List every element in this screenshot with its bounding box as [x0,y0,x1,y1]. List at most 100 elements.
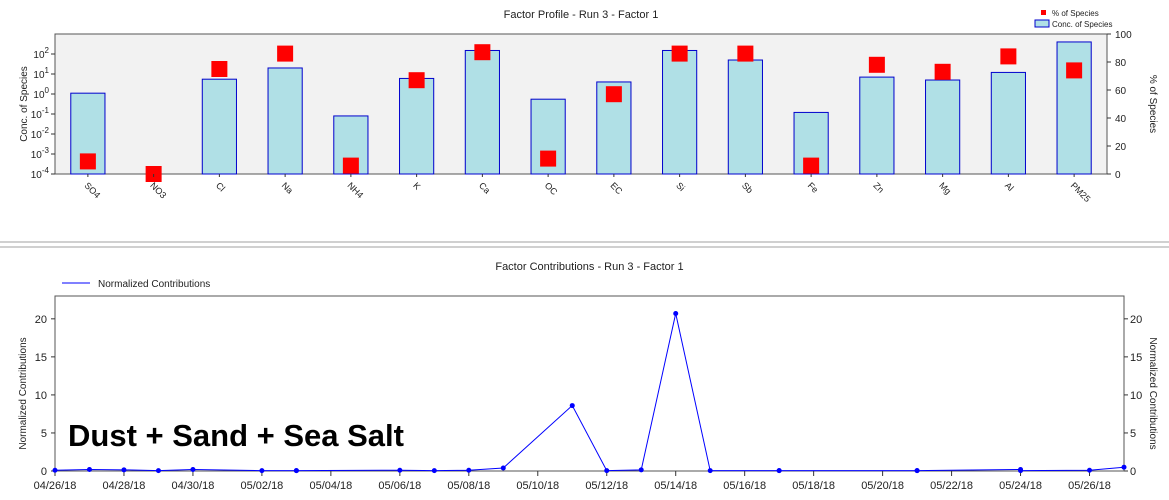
x-tick-label: 05/04/18 [309,480,352,492]
contribution-point [190,466,196,472]
y2-tick-label: 0 [1115,170,1121,181]
x-tick-label: Ca [477,180,492,195]
x-tick-label: Zn [871,180,886,195]
x-tick-label: Na [280,180,295,195]
percent-marker [868,56,885,73]
bar [267,67,303,175]
y2-tick-label: 20 [1115,142,1127,153]
percent-marker [671,45,688,62]
chart-title: Factor Contributions - Run 3 - Factor 1 [495,261,683,273]
percent-marker [934,63,951,80]
x-tick-label: 05/22/18 [930,480,973,492]
y2-tick-label: 100 [1115,30,1132,41]
contribution-point [914,468,920,474]
bar [990,71,1026,175]
x-tick-label: 05/06/18 [378,480,421,492]
x-tick-label: 05/26/18 [1068,480,1111,492]
x-tick-label: 04/30/18 [172,480,215,492]
contribution-point [397,467,403,473]
contribution-point [776,468,782,474]
x-tick-label: 05/10/18 [516,480,559,492]
y-tick-label: 15 [35,352,47,364]
x-tick-label: 04/26/18 [34,480,77,492]
x-tick-label: 05/24/18 [999,480,1042,492]
x-tick-label: 04/28/18 [103,480,146,492]
legend-marker-label: % of Species [1052,9,1099,18]
bar [925,79,961,175]
contribution-point [707,468,713,474]
y2-axis-label: Normalized Contributions [1147,337,1158,449]
x-tick-label: 05/18/18 [792,480,835,492]
y-tick-label: 101 [33,66,49,81]
contribution-point [500,465,506,471]
bar [464,49,500,175]
percent-marker [540,150,557,167]
contribution-point [293,468,299,474]
chart-title: Factor Profile - Run 3 - Factor 1 [504,9,659,21]
y-tick-label: 10-4 [31,166,50,181]
contribution-point [569,403,575,409]
y-axis-label: Normalized Contributions [18,337,29,449]
legend-marker-swatch [1041,10,1046,15]
x-tick-label: EC [608,180,624,196]
x-tick-label: 05/14/18 [654,480,697,492]
x-tick-label: Mg [937,180,953,196]
y-tick-label: 10 [35,390,47,402]
y2-tick-label: 20 [1130,314,1142,326]
contribution-point [1087,467,1093,473]
contribution-point [121,467,127,473]
contribution-point [1121,464,1127,470]
factor-contributions-panel: Factor Contributions - Run 3 - Factor 1 0… [0,252,1169,500]
contribution-point [466,467,472,473]
y2-tick-label: 80 [1115,58,1127,69]
y2-axis-label: % of Species [1147,75,1158,133]
bar [399,77,435,175]
bar [727,59,763,175]
x-tick-label: OC [543,180,560,197]
x-tick-label: Cl [214,180,227,193]
x-tick-label: Si [674,180,687,193]
plot-area [54,295,1125,472]
x-tick-label: Al [1003,180,1016,193]
percent-marker [1066,62,1083,79]
x-tick-label: 05/08/18 [447,480,490,492]
factor-profile-chart: Factor Profile - Run 3 - Factor 1 10-4 10-… [19,9,1158,204]
x-tick-label: 05/12/18 [585,480,628,492]
x-tick-label: 05/20/18 [861,480,904,492]
percent-marker [803,157,820,174]
y2-tick-label: 0 [1130,466,1136,478]
contribution-line [54,313,1125,472]
contribution-point [86,466,92,472]
y-tick-label: 100 [33,86,49,101]
y2-tick-label: 40 [1115,114,1127,125]
y2-tick-label: 5 [1130,428,1136,440]
legend-bar-swatch [1034,19,1050,28]
percent-marker [408,72,425,89]
percent-marker [277,45,294,62]
legend-line-label: Normalized Contributions [98,279,210,290]
y-tick-label: 10-2 [31,126,50,141]
contribution-point [259,468,265,474]
y-tick-label: 10-1 [31,106,50,121]
contribution-point [638,467,644,473]
x-tick-label: Sb [740,180,755,195]
y-tick-label: 5 [41,428,47,440]
factor-contributions-chart: Factor Contributions - Run 3 - Factor 1 0… [18,261,1158,492]
panel-divider[interactable] [0,238,1169,252]
contribution-point [1018,468,1024,474]
y-tick-label: 0 [41,466,47,478]
percent-marker [1000,48,1017,65]
percent-marker [474,44,491,61]
factor-profile-panel: Factor Profile - Run 3 - Factor 1 10-4 10-… [0,0,1169,238]
percent-marker [79,153,96,170]
y2-tick-label: 10 [1130,390,1142,402]
x-tick-label: NH4 [345,180,365,200]
percent-marker [342,157,359,174]
x-tick-label: K [411,180,422,191]
bar [859,76,895,175]
percent-marker [211,61,228,77]
bar [662,49,698,175]
contribution-point [52,467,58,473]
legend-bar-label: Conc. of Species [1052,20,1112,29]
y-tick-label: 102 [33,46,49,61]
